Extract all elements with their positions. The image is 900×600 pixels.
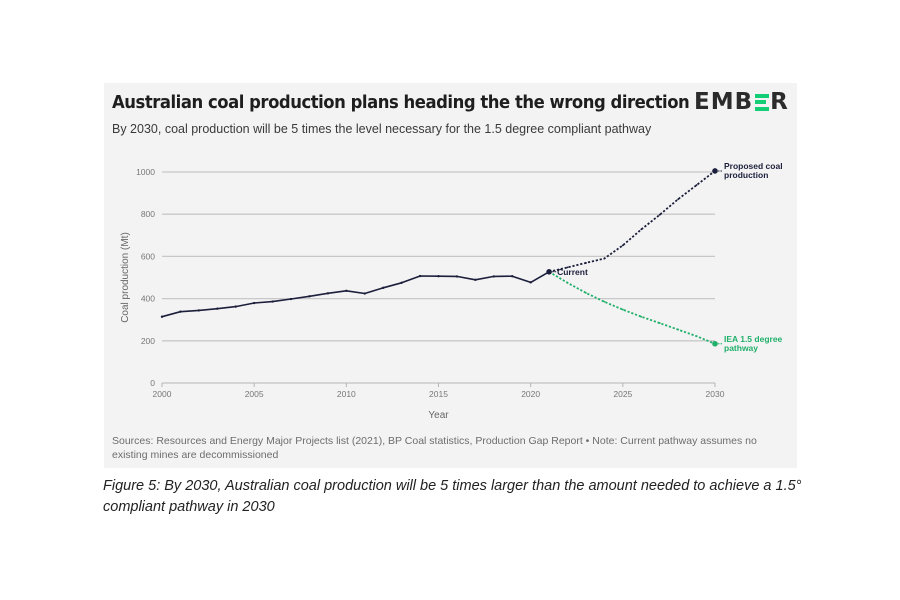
- axes: 0 200 400 600 800 1000 2000 2005 2010 2015 2020 202…: [120, 167, 725, 421]
- logo-text-left: EMB: [694, 89, 754, 115]
- data-point-historical-2018: [492, 275, 495, 278]
- data-point-historical-2000: [160, 315, 164, 318]
- x-tick-label-2025: 2025: [613, 389, 632, 399]
- data-point-iea-1-5-degree-pathway-2023: [585, 292, 587, 294]
- data-point-historical-2016: [455, 275, 459, 278]
- data-point-proposed-coal-production-2029: [695, 184, 698, 186]
- x-axis-title: Year: [428, 410, 449, 421]
- data-point-historical-2019: [511, 275, 514, 278]
- data-point-historical-2007: [289, 297, 293, 301]
- data-point-proposed-coal-production-2028: [677, 198, 680, 201]
- data-point-proposed-coal-production-2023: [585, 262, 587, 264]
- data-point-historical-2011: [363, 292, 366, 295]
- data-point-historical-2020: [529, 281, 532, 284]
- chart-subtitle: By 2030, coal production will be 5 times…: [112, 122, 652, 136]
- data-point-historical-2005: [252, 301, 256, 305]
- data-point-historical-2008: [308, 295, 311, 298]
- data-point-historical-2017: [474, 278, 477, 282]
- data-point-proposed-coal-production-2027: [658, 213, 661, 216]
- endpoint-proposed-coal-production: [712, 168, 718, 174]
- x-tick-label-2010: 2010: [337, 389, 356, 399]
- chart-title: Australian coal production plans heading…: [112, 93, 690, 113]
- x-tick-label-2005: 2005: [245, 389, 264, 399]
- y-tick-label-200: 200: [141, 336, 155, 346]
- x-tick-label-2020: 2020: [521, 389, 540, 399]
- series: [160, 168, 718, 347]
- data-point-historical-2009: [326, 292, 330, 295]
- series-label-line: IEA 1.5 degree: [724, 334, 783, 344]
- data-point-historical-2004: [234, 305, 237, 308]
- series-label-proposed-coal-production: Proposed coal production: [724, 161, 783, 180]
- y-tick-label-0: 0: [150, 378, 155, 388]
- y-tick-label-1000: 1000: [136, 167, 155, 177]
- data-point-iea-1-5-degree-pathway-2022: [566, 281, 569, 284]
- series-labels: Proposed coal production IEA 1.5 degree pat…: [552, 161, 783, 353]
- endpoint-iea-1-5-degree-pathway: [712, 340, 718, 347]
- data-point-proposed-coal-production-2026: [640, 228, 643, 231]
- x-tick-label-2030: 2030: [706, 389, 725, 399]
- x-tick-label-2000: 2000: [153, 389, 172, 399]
- data-point-proposed-coal-production-2025: [621, 244, 624, 247]
- ember-logo: EMB R: [694, 89, 789, 115]
- data-point-proposed-coal-production-2024: [603, 257, 606, 260]
- series-line-proposed-coal-production: [548, 170, 716, 273]
- logo-green-e-icon: [755, 93, 770, 111]
- current-point-marker: [546, 269, 552, 275]
- series-label-line: pathway: [724, 343, 758, 353]
- data-point-iea-1-5-degree-pathway-2024: [603, 300, 606, 303]
- series-label-line: Proposed coal: [724, 161, 783, 171]
- data-point-proposed-coal-production-2022: [566, 266, 569, 269]
- x-tick-label-2015: 2015: [429, 389, 448, 399]
- y-tick-label-400: 400: [141, 294, 155, 304]
- series-label-iea-1-5-degree-pathway: IEA 1.5 degree pathway: [724, 334, 783, 353]
- data-point-iea-1-5-degree-pathway-2029: [695, 335, 698, 338]
- y-axis-title: Coal production (Mt): [120, 232, 131, 323]
- data-point-iea-1-5-degree-pathway-2028: [677, 328, 680, 331]
- data-point-historical-2014: [418, 274, 422, 278]
- series-label-line: production: [724, 170, 768, 180]
- data-point-iea-1-5-degree-pathway-2026: [640, 315, 643, 318]
- series-line-iea-1-5-degree-pathway: [548, 271, 716, 345]
- data-point-historical-2015: [437, 275, 440, 278]
- data-point-iea-1-5-degree-pathway-2027: [658, 322, 661, 324]
- gridlines: [162, 171, 715, 342]
- data-point-iea-1-5-degree-pathway-2025: [621, 308, 624, 311]
- figure-caption: Figure 5: By 2030, Australian coal produ…: [103, 478, 802, 515]
- data-point-historical-2002: [197, 309, 201, 312]
- current-annotation-label: Current: [557, 267, 588, 277]
- series-line-historical: [161, 271, 550, 318]
- data-point-historical-2010: [345, 289, 348, 292]
- y-tick-label-600: 600: [141, 251, 155, 261]
- data-point-historical-2003: [216, 307, 219, 310]
- data-point-historical-2006: [271, 300, 274, 303]
- data-point-historical-2001: [179, 310, 182, 313]
- chart-panel: Australian coal production plans heading…: [104, 83, 797, 468]
- chart-sources-note: Sources: Resources and Energy Major Proj…: [112, 435, 757, 461]
- y-tick-label-800: 800: [141, 209, 155, 219]
- logo-text-right: R: [770, 89, 789, 115]
- data-point-historical-2012: [382, 286, 385, 290]
- data-point-historical-2013: [400, 281, 403, 284]
